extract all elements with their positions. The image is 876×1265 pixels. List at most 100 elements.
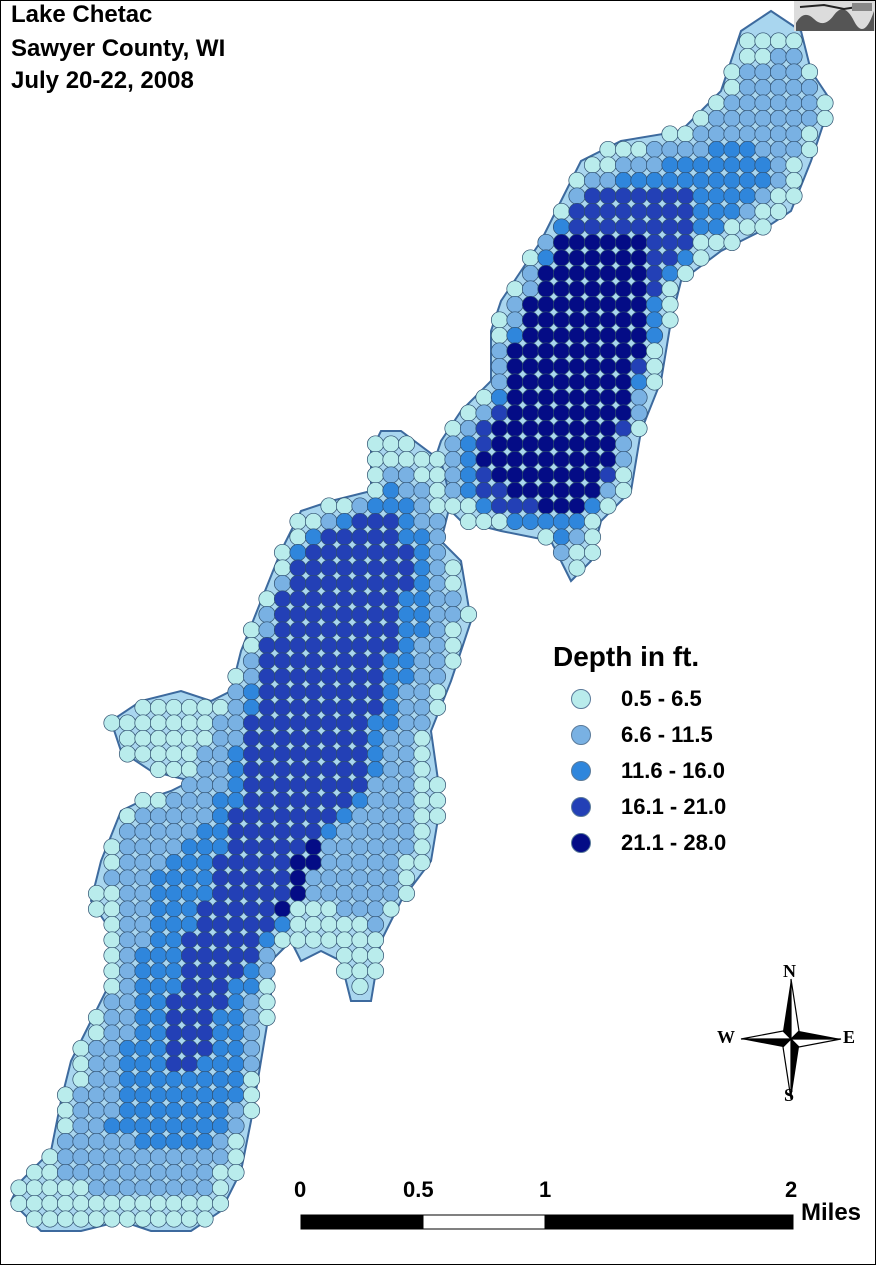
depth-point <box>428 450 447 469</box>
depth-point <box>242 1039 261 1058</box>
depth-point <box>413 791 431 810</box>
depth-point <box>707 218 726 236</box>
depth-point <box>227 1132 245 1151</box>
depth-point <box>118 1179 137 1197</box>
depth-point <box>568 218 586 236</box>
depth-point <box>134 946 152 965</box>
depth-point <box>475 435 493 453</box>
depth-point <box>490 342 509 360</box>
depth-point <box>537 435 555 453</box>
depth-point <box>351 962 369 980</box>
depth-point <box>754 109 772 128</box>
depth-point <box>180 946 199 965</box>
depth-point <box>242 853 261 872</box>
depth-point <box>87 1101 106 1120</box>
depth-point <box>630 357 648 376</box>
depth-point <box>211 791 230 810</box>
depth-point <box>196 900 214 918</box>
depth-point <box>769 47 788 66</box>
depth-point <box>676 249 695 267</box>
depth-point <box>211 1194 230 1213</box>
depth-point <box>180 1132 199 1151</box>
depth-point <box>351 497 369 515</box>
depth-point <box>552 543 571 562</box>
depth-point <box>366 900 385 918</box>
depth-point <box>552 466 571 484</box>
depth-point <box>413 698 431 717</box>
depth-point <box>273 698 292 717</box>
depth-point <box>227 884 245 903</box>
depth-point <box>320 776 338 794</box>
depth-point <box>304 667 323 686</box>
depth-point <box>289 869 307 887</box>
depth-point <box>196 776 214 794</box>
depth-point <box>599 156 617 174</box>
legend-swatch-icon <box>571 689 591 709</box>
depth-point <box>273 838 292 856</box>
depth-point <box>304 574 323 593</box>
depth-point <box>382 884 400 903</box>
depth-point <box>149 791 168 810</box>
depth-point <box>444 466 462 484</box>
depth-point <box>196 1055 214 1073</box>
depth-point <box>196 745 214 763</box>
depth-point <box>118 1117 137 1135</box>
depth-point <box>475 497 493 515</box>
depth-point <box>304 621 323 639</box>
depth-point <box>103 853 121 872</box>
depth-point <box>630 171 648 190</box>
depth-point <box>351 698 369 717</box>
depth-point <box>304 838 323 856</box>
depth-point <box>614 140 633 159</box>
depth-point <box>366 791 385 810</box>
depth-point <box>242 838 261 856</box>
depth-point <box>382 636 400 655</box>
depth-point <box>335 698 354 717</box>
depth-point <box>242 915 261 934</box>
depth-point <box>242 652 261 670</box>
depth-point <box>149 1179 168 1197</box>
depth-point <box>428 652 447 670</box>
depth-point <box>599 497 617 515</box>
depth-point <box>785 187 803 205</box>
depth-point <box>211 714 230 732</box>
depth-point <box>552 512 571 531</box>
depth-point <box>723 109 741 128</box>
depth-point <box>366 776 385 794</box>
depth-point <box>103 1055 121 1073</box>
depth-point <box>242 636 261 655</box>
depth-point <box>351 884 369 903</box>
depth-point <box>413 667 431 686</box>
depth-point <box>56 1086 75 1104</box>
depth-point <box>599 326 617 345</box>
depth-point <box>428 512 447 531</box>
depth-point <box>87 1117 106 1135</box>
depth-point <box>134 1086 152 1104</box>
depth-point <box>242 1086 261 1104</box>
depth-point <box>196 869 214 887</box>
depth-point <box>521 512 540 531</box>
depth-point <box>506 388 524 407</box>
depth-point <box>676 202 695 221</box>
depth-point <box>227 822 245 841</box>
depth-point <box>568 404 586 422</box>
depth-point <box>149 884 168 903</box>
depth-point <box>149 1163 168 1182</box>
depth-point <box>335 869 354 887</box>
depth-point <box>692 218 710 236</box>
depth-point <box>335 776 354 794</box>
depth-point <box>630 404 648 422</box>
depth-point <box>382 435 400 453</box>
depth-point <box>568 481 586 500</box>
depth-point <box>196 838 214 856</box>
depth-point <box>103 1132 121 1151</box>
depth-point <box>134 807 152 825</box>
depth-point <box>785 47 803 66</box>
depth-point <box>738 109 757 128</box>
depth-point <box>366 605 385 624</box>
depth-point <box>351 729 369 748</box>
depth-point <box>320 512 338 531</box>
depth-point <box>320 574 338 593</box>
depth-point <box>552 311 571 329</box>
depth-point <box>444 450 462 469</box>
